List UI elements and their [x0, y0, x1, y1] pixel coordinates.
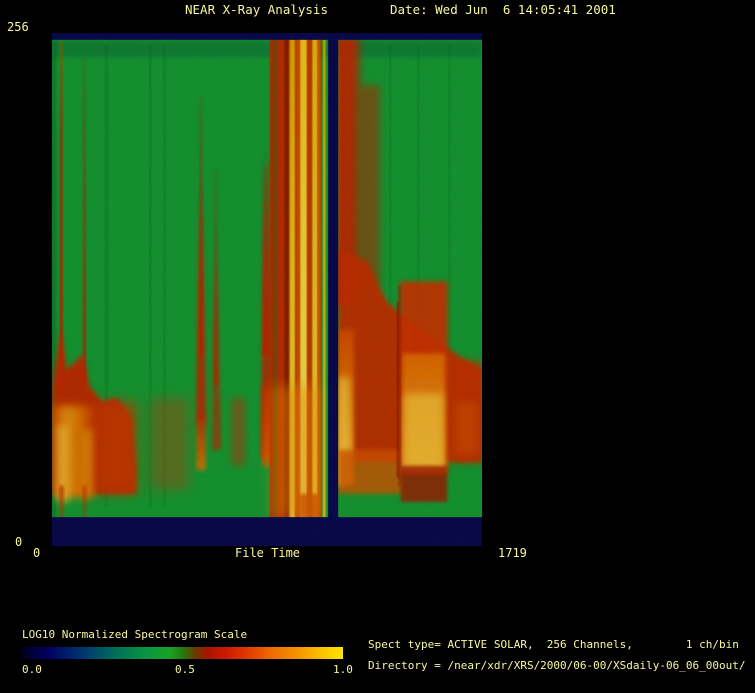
date-label: Date: Wed Jun 6 14:05:41 2001	[390, 2, 616, 17]
spectrogram-image	[52, 33, 482, 546]
y-axis-max-label: 256	[7, 20, 29, 34]
colorbar-tick-05: 0.5	[175, 663, 195, 676]
page-title: NEAR X-Ray Analysis	[185, 2, 328, 17]
spectrogram-plot	[52, 33, 482, 546]
directory-info: Directory = /near/xdr/XRS/2000/06-00/XSd…	[368, 659, 746, 672]
colorbar-title: LOG10 Normalized Spectrogram Scale	[22, 628, 248, 641]
noise-texture-overlay	[52, 33, 482, 546]
y-axis-min-label: 0	[15, 535, 23, 549]
colorbar-tick-0: 0.0	[22, 663, 42, 676]
x-axis-title: File Time	[235, 546, 301, 560]
colorbar-tick-1: 1.0	[333, 663, 353, 676]
colorbar-gradient	[22, 647, 343, 659]
x-axis-max-label: 1719	[498, 546, 527, 560]
spect-type-info: Spect type= ACTIVE SOLAR, 256 Channels, …	[368, 638, 739, 651]
x-axis-min-label: 0	[33, 546, 41, 560]
